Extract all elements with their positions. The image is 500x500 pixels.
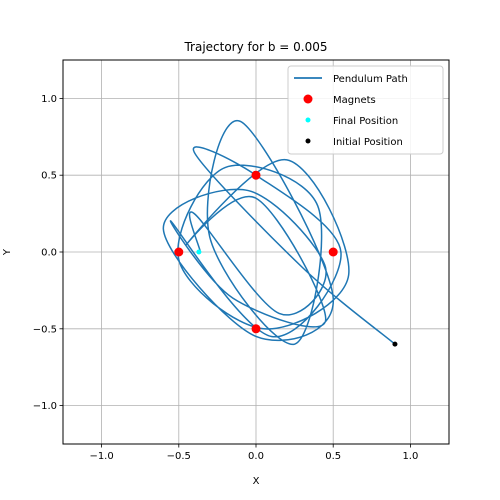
legend-label-magnets: Magnets: [333, 95, 376, 106]
legend-label-pendulum-path: Pendulum Path: [333, 74, 408, 85]
magnets-marker: [252, 171, 261, 180]
magnets-marker: [174, 248, 183, 257]
legend-swatch-final-position: [306, 118, 311, 123]
y-tick-label: −1.0: [33, 401, 57, 412]
final-position-marker: [196, 250, 201, 255]
magnets-marker: [252, 324, 261, 333]
y-tick-label: 1.0: [41, 94, 57, 105]
chart-title: Trajectory for b = 0.005: [183, 40, 327, 54]
x-tick-label: −0.5: [167, 451, 191, 462]
y-tick-label: −0.5: [33, 324, 57, 335]
x-axis-label: X: [253, 476, 260, 487]
y-axis-label: Y: [2, 248, 13, 256]
initial-position-marker: [392, 342, 397, 347]
legend: Pendulum Path Magnets Final Position Initia…: [288, 66, 443, 154]
x-tick-label: 1.0: [402, 451, 418, 462]
y-tick-label: 0.0: [41, 248, 57, 259]
legend-label-initial-position: Initial Position: [333, 137, 403, 148]
y-tick-label: 0.5: [41, 171, 57, 182]
x-tick-label: 0.0: [248, 451, 264, 462]
x-tick-label: 0.5: [325, 451, 341, 462]
magnets-marker: [329, 248, 338, 257]
x-tick-label: −1.0: [89, 451, 113, 462]
legend-swatch-magnets: [304, 95, 313, 104]
legend-label-final-position: Final Position: [333, 116, 398, 127]
legend-swatch-initial-position: [306, 139, 311, 144]
